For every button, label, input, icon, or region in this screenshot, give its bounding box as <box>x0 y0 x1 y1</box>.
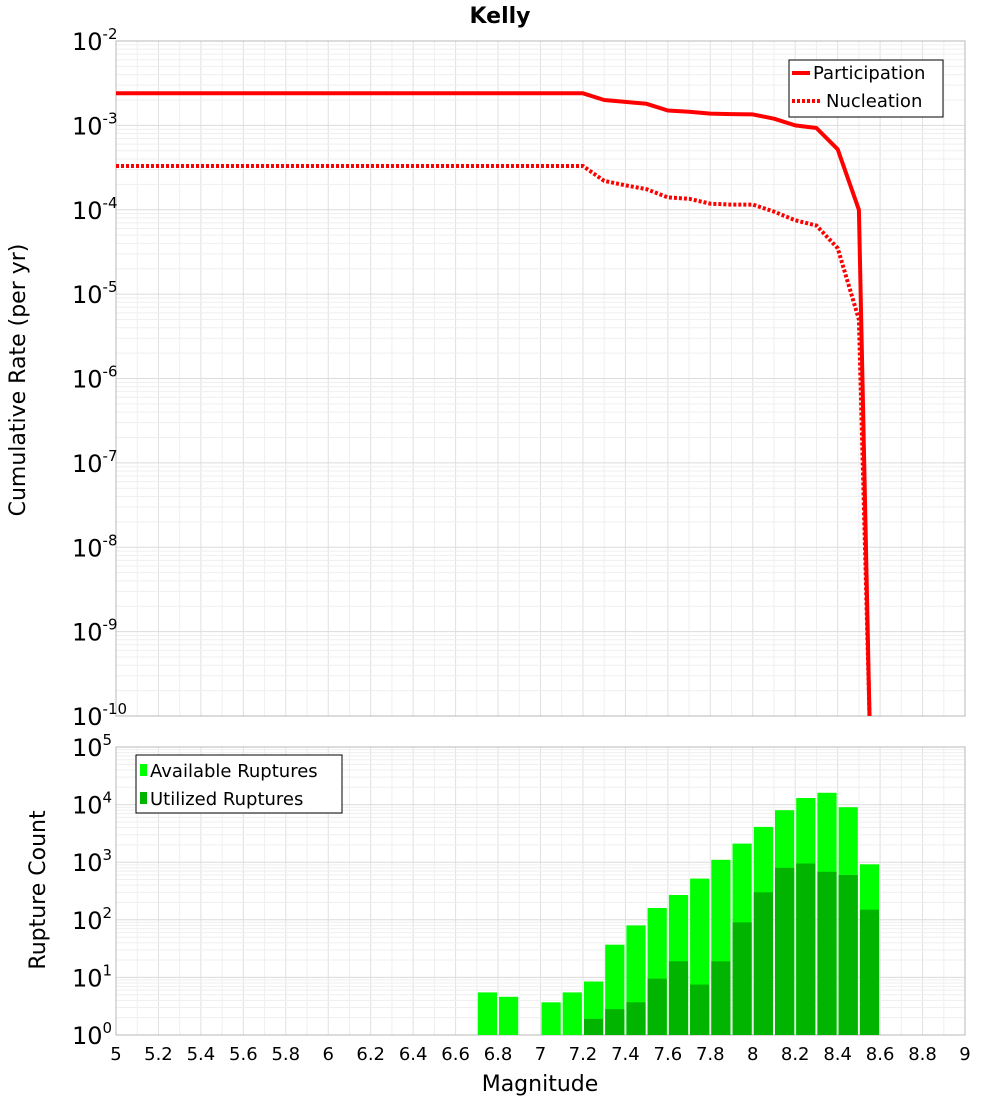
bar-utilized-ruptures <box>817 871 837 1035</box>
bar-utilized-ruptures <box>711 961 731 1035</box>
series-line-participation <box>116 91 872 717</box>
y-tick-label: 104 <box>72 789 112 820</box>
x-tick-label: 5.2 <box>144 1044 173 1065</box>
legend-utilized-swatch <box>140 792 147 804</box>
x-tick-label: 7.8 <box>696 1044 725 1065</box>
bottom-plot-grid <box>115 747 966 1036</box>
bar-available-ruptures <box>477 992 497 1035</box>
x-tick-label: 8.8 <box>908 1044 937 1065</box>
y-tick-label: 10-8 <box>72 531 118 562</box>
bar-utilized-ruptures <box>732 922 752 1035</box>
x-tick-label: 7 <box>535 1044 546 1065</box>
bar-available-ruptures <box>541 1002 561 1035</box>
legend-participation-label: Participation <box>813 63 925 84</box>
bar-utilized-ruptures <box>584 1018 604 1035</box>
bar-utilized-ruptures <box>859 909 880 1035</box>
bar-utilized-ruptures <box>647 978 667 1035</box>
y-tick-label: 10-9 <box>72 616 118 647</box>
bar-utilized-ruptures <box>626 1002 646 1035</box>
bottom-bars <box>477 792 880 1035</box>
bottom-legend: Available Ruptures Utilized Ruptures <box>135 754 343 814</box>
bar-utilized-ruptures <box>753 892 773 1035</box>
bar-available-ruptures <box>562 992 582 1035</box>
top-legend: Participation Nucleation <box>788 59 944 118</box>
y-tick-label: 10-6 <box>72 363 118 394</box>
x-tick-label: 5.8 <box>271 1044 300 1065</box>
y-tick-label: 10-3 <box>72 109 118 140</box>
x-tick-label: 5.6 <box>229 1044 258 1065</box>
bar-utilized-ruptures <box>775 867 795 1035</box>
x-tick-label: 8 <box>747 1044 758 1065</box>
bar-utilized-ruptures <box>690 984 710 1035</box>
x-tick-label: 5 <box>110 1044 121 1065</box>
legend-available-swatch <box>140 764 147 776</box>
x-tick-label: 7.6 <box>654 1044 683 1065</box>
y-tick-label: 10-5 <box>72 278 118 309</box>
x-tick-label: 5.4 <box>187 1044 216 1065</box>
y-tick-label: 10-4 <box>72 194 118 225</box>
series-line-nucleation <box>116 164 872 717</box>
bar-utilized-ruptures <box>668 961 689 1035</box>
legend-nucleation-label: Nucleation <box>826 91 922 112</box>
y-tick-label: 105 <box>72 731 112 762</box>
top-y-axis-label: Cumulative Rate (per yr) <box>6 244 31 517</box>
bottom-plot-area <box>115 746 966 1036</box>
y-tick-label: 103 <box>72 846 112 877</box>
bar-utilized-ruptures <box>838 875 858 1035</box>
y-tick-label: 10-7 <box>72 447 118 478</box>
x-tick-labels: 5 5.2 5.4 5.6 5.8 6 6.2 6.4 6.6 6.8 7 7.2 7.4 7.6 7.8 8… <box>110 1044 970 1065</box>
x-tick-label: 6.2 <box>356 1044 385 1065</box>
legend-available-label: Available Ruptures <box>150 761 318 782</box>
y-tick-label: 101 <box>72 961 112 992</box>
x-tick-label: 7.2 <box>569 1044 598 1065</box>
top-plot-grid <box>115 41 966 717</box>
x-tick-label: 8.2 <box>781 1044 810 1065</box>
x-tick-label: 6.6 <box>441 1044 470 1065</box>
x-tick-label: 6 <box>323 1044 334 1065</box>
x-tick-label: 7.4 <box>611 1044 640 1065</box>
top-plot-area <box>115 40 966 717</box>
legend-utilized-label: Utilized Ruptures <box>150 789 303 810</box>
bar-available-ruptures <box>499 996 519 1035</box>
chart-title: Kelly <box>469 4 530 29</box>
bottom-y-axis-label: Rupture Count <box>26 810 51 970</box>
top-series-lines <box>116 91 872 717</box>
y-tick-label: 10-2 <box>72 25 118 56</box>
x-tick-label: 6.8 <box>484 1044 513 1065</box>
top-y-tick-labels: 10-2 10-3 10-4 10-5 10-6 10-7 10-8 10-9 10-10 <box>72 25 127 731</box>
x-tick-label: 6.4 <box>399 1044 428 1065</box>
bar-utilized-ruptures <box>796 863 816 1035</box>
bottom-y-tick-labels: 105 104 103 102 101 100 <box>72 731 112 1050</box>
y-tick-label: 10-10 <box>72 700 127 731</box>
y-tick-label: 100 <box>72 1019 112 1050</box>
y-tick-label: 102 <box>72 904 112 935</box>
x-tick-label: 8.4 <box>823 1044 852 1065</box>
x-tick-label: 8.6 <box>866 1044 895 1065</box>
bar-utilized-ruptures <box>605 1009 625 1035</box>
x-axis-label: Magnitude <box>482 1072 599 1097</box>
x-tick-label: 9 <box>959 1044 970 1065</box>
